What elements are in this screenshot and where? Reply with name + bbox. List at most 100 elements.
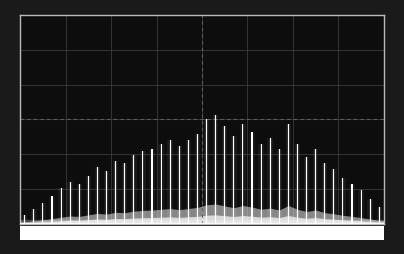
Bar	[260, 144, 263, 224]
Bar	[114, 161, 117, 224]
Bar	[242, 123, 244, 224]
Bar	[195, 134, 200, 224]
Bar	[306, 157, 307, 224]
Bar	[40, 203, 46, 224]
Bar	[331, 169, 337, 224]
Bar	[215, 115, 216, 224]
Bar	[342, 178, 343, 224]
Bar	[104, 171, 109, 224]
Bar	[77, 184, 82, 224]
Bar	[97, 167, 98, 224]
Bar	[24, 215, 25, 224]
Bar	[31, 209, 37, 224]
Bar	[149, 149, 155, 224]
Bar	[240, 123, 246, 224]
Bar	[259, 144, 264, 224]
Bar	[249, 132, 255, 224]
Bar	[197, 134, 198, 224]
Bar	[179, 147, 180, 224]
Bar	[187, 140, 190, 224]
Bar	[233, 136, 234, 224]
Bar	[23, 215, 26, 224]
Bar	[287, 123, 290, 224]
Bar	[269, 138, 271, 224]
Bar	[96, 167, 99, 224]
Bar	[222, 126, 227, 224]
Bar	[305, 157, 308, 224]
Bar	[231, 136, 237, 224]
Bar	[223, 126, 226, 224]
Bar	[51, 196, 53, 224]
Bar	[158, 144, 164, 224]
Bar	[304, 157, 309, 224]
Bar	[213, 115, 219, 224]
Bar	[377, 207, 382, 224]
Bar	[49, 196, 55, 224]
Bar	[87, 176, 90, 224]
Bar	[160, 144, 162, 224]
Bar	[188, 140, 189, 224]
Bar	[205, 119, 208, 224]
Bar	[59, 188, 64, 224]
Bar	[78, 184, 81, 224]
Bar	[60, 188, 63, 224]
Bar	[267, 138, 273, 224]
Bar	[379, 207, 380, 224]
Bar	[288, 123, 289, 224]
Bar	[333, 169, 335, 224]
Bar	[295, 144, 300, 224]
Bar	[279, 149, 280, 224]
Bar	[160, 144, 162, 224]
Bar	[186, 140, 191, 224]
Bar	[69, 182, 72, 224]
Bar	[178, 147, 181, 224]
Bar	[378, 207, 381, 224]
Bar	[369, 199, 372, 224]
Bar	[42, 203, 44, 224]
Bar	[340, 178, 346, 224]
Bar	[151, 149, 154, 224]
Bar	[224, 126, 225, 224]
Bar	[106, 171, 107, 224]
Bar	[133, 155, 135, 224]
Bar	[115, 161, 116, 224]
Bar	[168, 140, 173, 224]
Bar	[50, 196, 53, 224]
Bar	[296, 144, 299, 224]
Bar	[22, 215, 27, 224]
Bar	[79, 184, 80, 224]
Bar	[349, 184, 355, 224]
Bar	[261, 144, 262, 224]
Bar	[32, 209, 35, 224]
Bar	[313, 149, 318, 224]
Bar	[33, 209, 34, 224]
Bar	[276, 149, 282, 224]
Bar	[232, 136, 235, 224]
Bar	[95, 167, 100, 224]
Bar	[169, 140, 172, 224]
Bar	[123, 163, 126, 224]
Bar	[322, 163, 328, 224]
Bar	[152, 149, 153, 224]
Bar	[105, 171, 108, 224]
Bar	[42, 203, 44, 224]
Bar	[140, 151, 146, 224]
Bar	[360, 190, 362, 224]
Bar	[332, 169, 335, 224]
Bar	[88, 176, 89, 224]
Bar	[297, 144, 298, 224]
Bar	[358, 190, 364, 224]
Bar	[214, 115, 217, 224]
Bar	[131, 155, 137, 224]
Bar	[351, 184, 354, 224]
Bar	[242, 123, 244, 224]
Bar	[286, 123, 291, 224]
Bar	[315, 149, 316, 224]
Bar	[323, 163, 326, 224]
Bar	[269, 138, 271, 224]
Bar	[324, 163, 325, 224]
Bar	[360, 190, 362, 224]
Bar	[124, 163, 125, 224]
Bar	[86, 176, 91, 224]
Bar	[206, 119, 207, 224]
